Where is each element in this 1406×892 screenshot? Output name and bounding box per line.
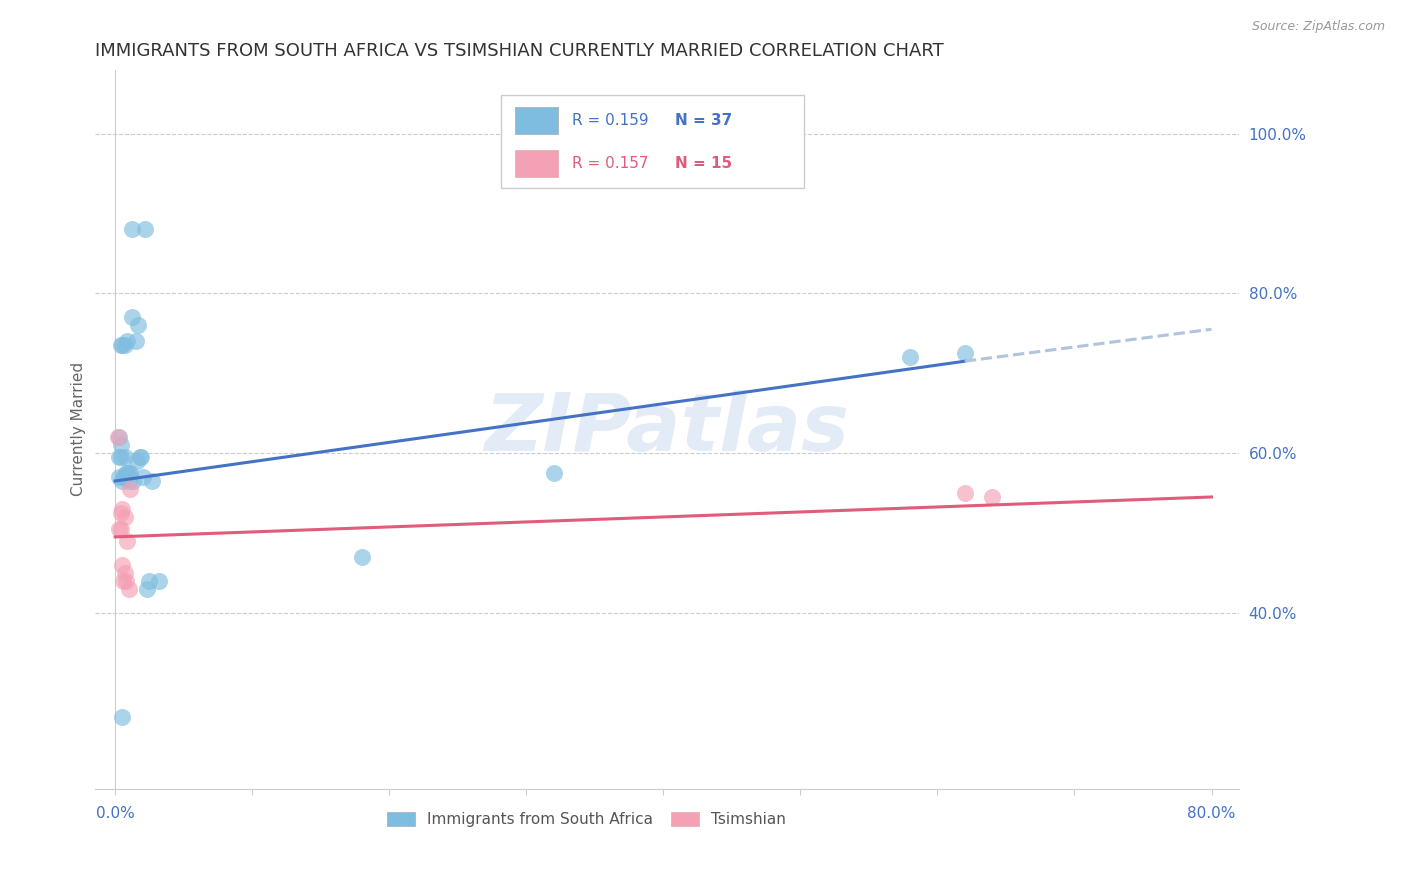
Y-axis label: Currently Married: Currently Married xyxy=(72,362,86,496)
FancyBboxPatch shape xyxy=(515,150,558,178)
Point xyxy=(115,466,138,480)
Point xyxy=(141,474,163,488)
Point xyxy=(350,549,373,564)
Point xyxy=(129,450,152,464)
FancyBboxPatch shape xyxy=(515,107,558,135)
Legend: Immigrants from South Africa, Tsimshian: Immigrants from South Africa, Tsimshian xyxy=(380,805,793,835)
Point xyxy=(111,558,134,572)
Point xyxy=(981,490,1004,504)
Point xyxy=(121,310,143,325)
Text: ZIPatlas: ZIPatlas xyxy=(484,390,849,468)
Text: 0.0%: 0.0% xyxy=(96,806,135,822)
Point xyxy=(114,450,136,464)
Text: N = 15: N = 15 xyxy=(675,156,733,171)
Point xyxy=(112,574,135,588)
Point xyxy=(953,346,976,360)
Point xyxy=(111,338,134,352)
Point xyxy=(898,350,921,364)
Point xyxy=(107,430,129,444)
Point xyxy=(117,334,139,349)
Point xyxy=(108,430,131,444)
Point xyxy=(148,574,170,588)
Point xyxy=(118,474,141,488)
Text: Source: ZipAtlas.com: Source: ZipAtlas.com xyxy=(1251,20,1385,33)
Point xyxy=(112,470,135,484)
Point xyxy=(118,466,141,480)
Point xyxy=(121,222,143,236)
Point xyxy=(120,482,142,496)
Text: N = 37: N = 37 xyxy=(675,113,733,128)
Point xyxy=(118,582,141,596)
Point xyxy=(110,338,132,352)
Point xyxy=(131,470,153,484)
Point xyxy=(127,318,149,333)
Point xyxy=(111,502,134,516)
Text: IMMIGRANTS FROM SOUTH AFRICA VS TSIMSHIAN CURRENTLY MARRIED CORRELATION CHART: IMMIGRANTS FROM SOUTH AFRICA VS TSIMSHIA… xyxy=(94,42,943,60)
Point xyxy=(108,522,131,536)
Point xyxy=(110,506,132,520)
Point xyxy=(134,222,156,236)
Point xyxy=(122,474,145,488)
Point xyxy=(115,574,138,588)
Point xyxy=(114,338,136,352)
Point xyxy=(114,510,136,524)
Point xyxy=(108,450,131,464)
Point xyxy=(114,566,136,580)
Point xyxy=(110,522,132,536)
Point xyxy=(117,466,139,480)
Text: R = 0.159: R = 0.159 xyxy=(572,113,648,128)
Point xyxy=(108,470,131,484)
Point xyxy=(135,582,157,596)
Point xyxy=(111,474,134,488)
Text: 80.0%: 80.0% xyxy=(1187,806,1236,822)
Point xyxy=(953,486,976,500)
Point xyxy=(111,709,134,723)
Point xyxy=(117,533,139,548)
Point xyxy=(128,450,150,464)
Point xyxy=(543,466,565,480)
Point xyxy=(138,574,160,588)
Point xyxy=(120,466,142,480)
FancyBboxPatch shape xyxy=(501,95,804,188)
Point xyxy=(114,470,136,484)
Point xyxy=(125,454,148,468)
Point xyxy=(110,450,132,464)
Text: R = 0.157: R = 0.157 xyxy=(572,156,648,171)
Point xyxy=(110,438,132,452)
Point xyxy=(125,334,148,349)
